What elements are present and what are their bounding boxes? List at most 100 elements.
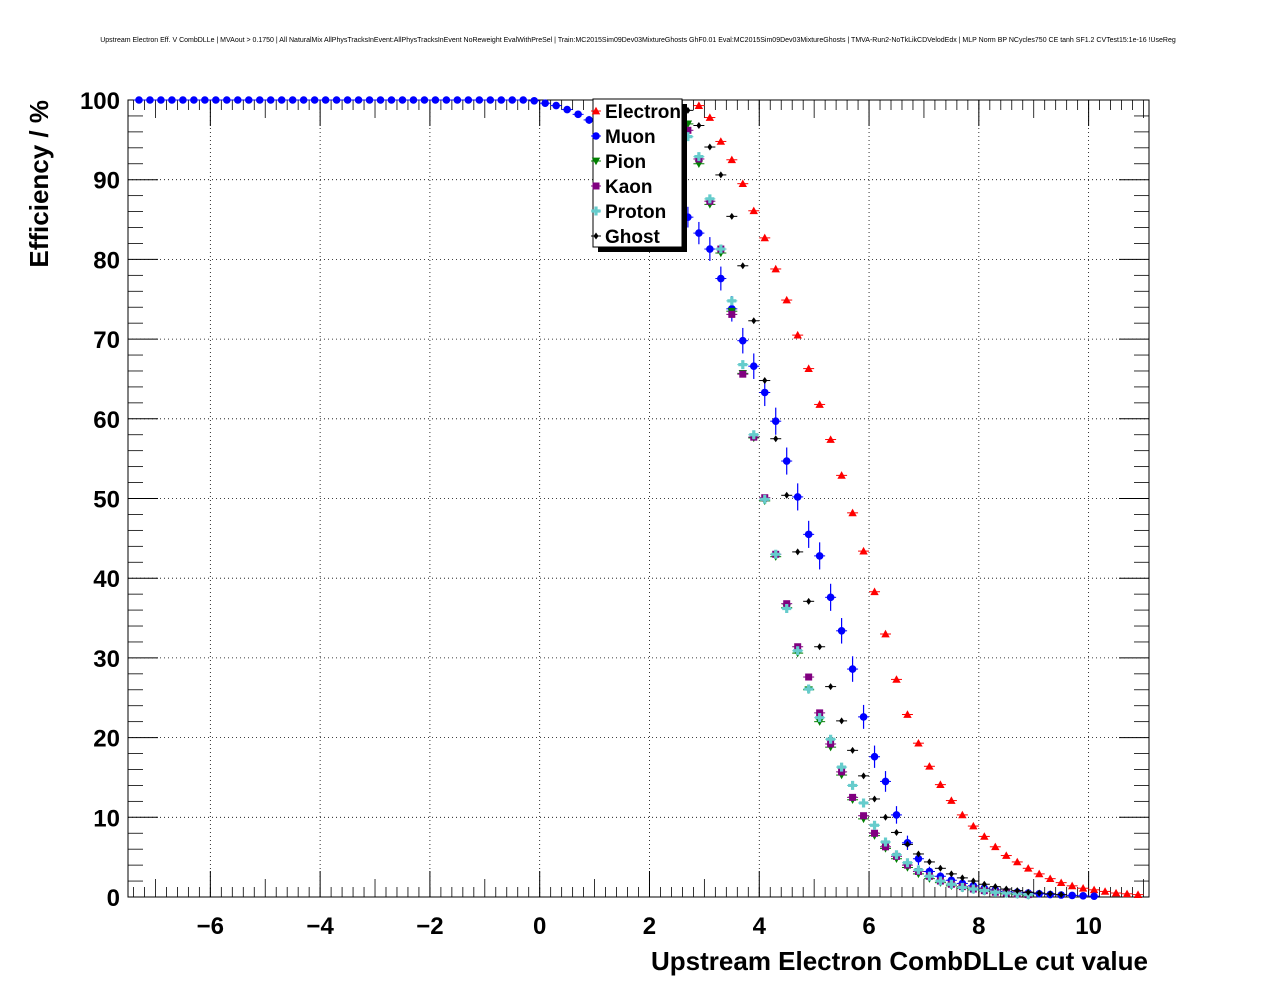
muon-point	[815, 552, 824, 560]
muon-point	[255, 96, 264, 104]
ghost-point	[784, 491, 790, 499]
proton-point	[968, 884, 978, 894]
ghost-point	[992, 883, 998, 891]
muon-point	[749, 362, 758, 370]
electron-point	[1133, 890, 1143, 898]
y-axis-label: Efficiency / %	[24, 100, 54, 268]
ghost-point	[970, 877, 976, 885]
muon-point	[848, 665, 857, 673]
electron-point	[826, 435, 835, 443]
y-tick-label: 40	[93, 566, 120, 593]
proton-point	[979, 886, 989, 896]
ghost-point	[861, 772, 867, 780]
ghost-point	[1047, 890, 1053, 898]
ghost-point	[948, 870, 954, 878]
muon-point	[585, 116, 593, 124]
proton-point	[957, 882, 967, 892]
axis-ticks	[128, 99, 1149, 898]
muon-point	[563, 105, 571, 114]
grid	[128, 99, 1149, 898]
x-tick-label: 8	[972, 913, 985, 940]
ghost-point	[817, 643, 823, 651]
legend-electron-marker	[591, 106, 601, 115]
muon-point	[157, 96, 165, 104]
muon-point	[464, 96, 473, 104]
ghost-point	[883, 813, 889, 821]
electron-point	[793, 330, 802, 339]
y-tick-label: 60	[93, 407, 120, 434]
proton-point	[913, 865, 923, 875]
y-tick-label: 90	[93, 168, 120, 195]
legend-proton-marker	[591, 206, 601, 216]
electron-point	[837, 471, 846, 479]
electron-point	[881, 629, 890, 638]
kaon-point	[728, 310, 736, 318]
ghost-point	[773, 435, 779, 443]
kaon-point	[684, 126, 692, 134]
ghost-point	[850, 746, 856, 754]
electron-point	[925, 762, 934, 770]
muon-point	[431, 96, 440, 104]
muon-point	[574, 110, 582, 119]
electron-point	[969, 821, 978, 830]
electron-point	[980, 832, 989, 840]
proton-point	[705, 194, 715, 204]
ghost-point	[1036, 889, 1042, 897]
muon-point	[179, 96, 187, 104]
muon-point	[782, 457, 791, 465]
ghost-point	[1025, 888, 1031, 896]
ghost-point	[762, 377, 768, 385]
ghost-point	[729, 212, 735, 220]
electron-point	[1002, 851, 1011, 859]
ghost-point	[828, 683, 834, 691]
chart-title: Upstream Electron Eff. V CombDLLe | MVAo…	[100, 37, 1176, 44]
electron-point	[705, 113, 715, 121]
electron-point	[1100, 887, 1110, 895]
ghost-point	[806, 597, 812, 605]
proton-point	[848, 780, 858, 790]
y-tick-labels: 0 10 20 30 40 50 60 70 80 90 100	[80, 88, 120, 912]
kaon-point	[783, 600, 791, 608]
x-tick-label: 6	[862, 913, 875, 940]
muon-point	[299, 96, 308, 104]
muon-point	[486, 96, 495, 104]
muon-point	[1090, 892, 1098, 901]
muon-point	[190, 96, 198, 104]
muon-point	[354, 96, 363, 104]
electron-point	[694, 101, 704, 109]
proton-point	[782, 603, 792, 613]
muon-point	[804, 530, 813, 539]
x-tick-label: −4	[306, 913, 334, 940]
ghost-point	[904, 840, 910, 848]
x-tick-label: 0	[533, 913, 546, 940]
kaon-point	[739, 370, 747, 378]
legend-electron-label: Electron	[605, 102, 681, 123]
muon-point	[420, 96, 429, 104]
electron-point	[1122, 889, 1132, 898]
proton-point	[727, 296, 737, 306]
proton-series	[671, 111, 1034, 900]
ghost-point	[740, 262, 746, 270]
electron-point	[716, 137, 726, 145]
proton-point	[793, 646, 803, 656]
electron-point	[1056, 878, 1066, 887]
electron-point	[848, 508, 857, 517]
electron-point	[1013, 857, 1022, 866]
muon-point	[277, 96, 286, 104]
electron-point	[991, 842, 1000, 851]
kaon-point	[805, 673, 813, 681]
electron-point	[958, 810, 967, 819]
y-tick-label: 70	[93, 327, 120, 354]
proton-point	[902, 858, 912, 868]
electron-point	[815, 400, 824, 408]
muon-point	[453, 96, 462, 104]
ghost-point	[839, 717, 845, 725]
electron-point	[738, 179, 747, 188]
muon-point	[332, 96, 341, 104]
muon-point	[552, 101, 560, 110]
proton-point	[870, 820, 880, 830]
kaon-point	[827, 740, 835, 748]
muon-point	[870, 752, 879, 761]
data-series	[133, 96, 1144, 901]
electron-point	[804, 364, 813, 372]
